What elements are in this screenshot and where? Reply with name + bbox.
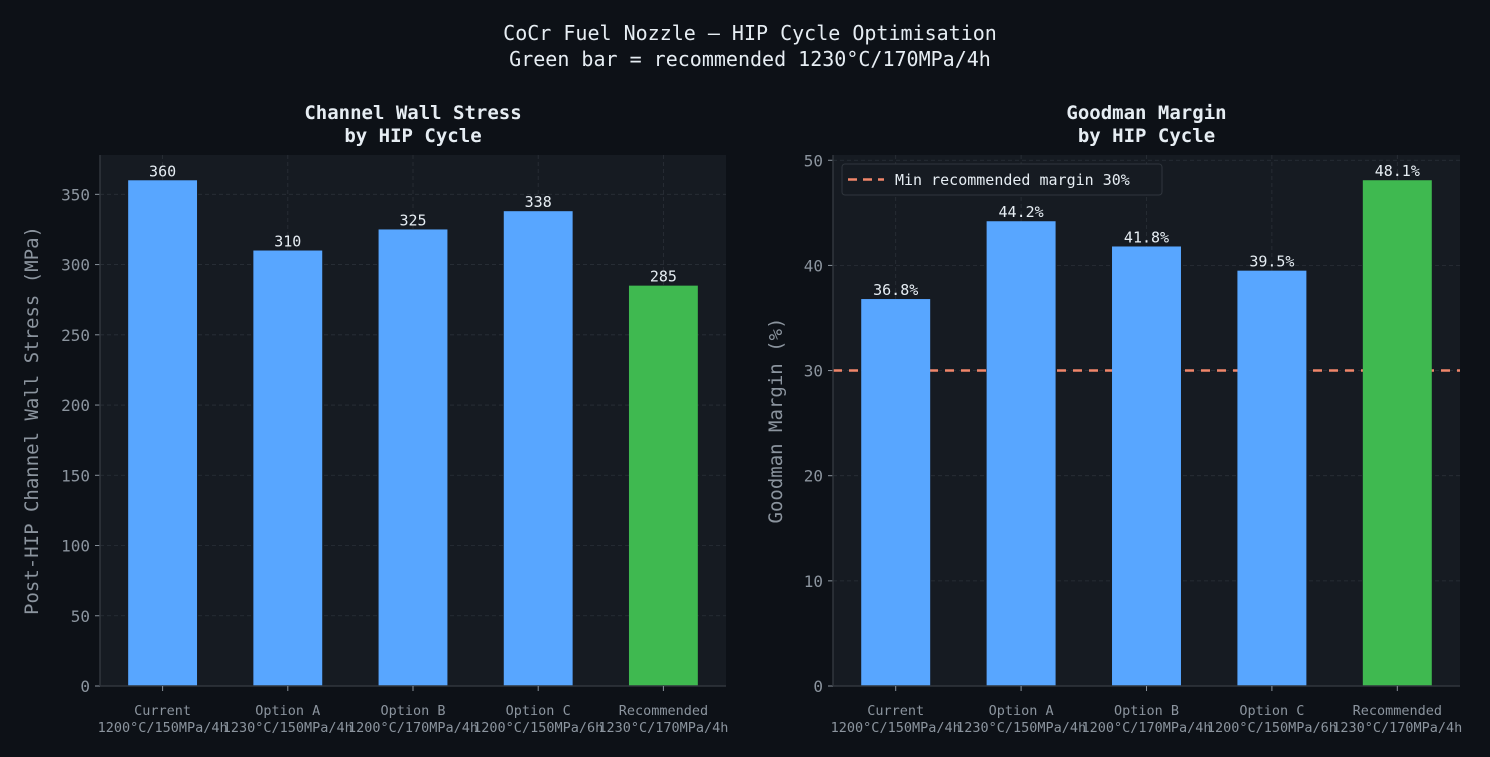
stress-x-tick-label-4: Recommended	[619, 703, 708, 719]
goodman-x-tick-params-1: 1230°C/150MPa/4h	[956, 720, 1086, 736]
goodman-value-label-0: 36.8%	[873, 281, 918, 299]
stress-x-tick-label-0: Current	[134, 703, 191, 719]
stress-y-tick-label-5: 250	[61, 326, 90, 345]
stress-y-tick-label-3: 150	[61, 466, 90, 485]
goodman-y-axis-label: Goodman Margin (%)	[765, 318, 787, 524]
stress-bar-0	[128, 180, 198, 687]
goodman-bar-0	[861, 299, 931, 686]
goodman-x-tick-label-3: Option C	[1239, 703, 1304, 719]
goodman-y-tick-label-2: 20	[804, 467, 823, 486]
goodman-y-tick-label-0: 0	[813, 677, 823, 696]
stress-x-tick-params-2: 1200°C/170MPa/4h	[348, 720, 478, 736]
stress-x-tick-label-2: Option B	[380, 703, 445, 719]
goodman-legend: Min recommended margin 30%	[841, 163, 1163, 196]
goodman-y-tick-label-5: 50	[804, 151, 823, 170]
goodman-bar-3	[1237, 270, 1307, 686]
stress-y-tick-label-7: 350	[61, 185, 90, 204]
stress-bar-4	[628, 285, 698, 686]
stress-value-label-1: 310	[274, 233, 301, 251]
stress-value-label-3: 338	[525, 193, 552, 211]
goodman-x-tick-label-2: Option B	[1114, 703, 1179, 719]
goodman-bar-2	[1112, 246, 1181, 687]
stress-chart-subtitle: by HIP Cycle	[344, 125, 481, 147]
goodman-x-tick-label-4: Recommended	[1353, 703, 1442, 719]
stress-x-tick-label-1: Option A	[255, 703, 320, 719]
stress-y-tick-label-6: 300	[61, 256, 90, 275]
goodman-x-tick-params-3: 1200°C/150MPa/6h	[1207, 720, 1337, 736]
figure-subtitle: Green bar = recommended 1230°C/170MPa/4h	[509, 47, 991, 71]
goodman-x-tick-label-0: Current	[867, 703, 924, 719]
goodman-value-label-4: 48.1%	[1375, 162, 1420, 180]
stress-x-tick-params-0: 1200°C/150MPa/4h	[98, 720, 228, 736]
stress-y-tick-label-1: 50	[71, 607, 90, 626]
goodman-y-tick-label-4: 40	[804, 256, 823, 275]
stress-x-tick-label-3: Option C	[506, 703, 571, 719]
stress-value-label-2: 325	[399, 211, 426, 229]
goodman-x-tick-params-0: 1200°C/150MPa/4h	[831, 720, 961, 736]
stress-bar-1	[253, 250, 323, 686]
goodman-chart-subtitle: by HIP Cycle	[1078, 125, 1215, 147]
goodman-legend-box	[841, 163, 1163, 196]
stress-bar-2	[378, 229, 448, 686]
goodman-x-tick-params-4: 1230°C/170MPa/4h	[1332, 720, 1462, 736]
goodman-y-tick-label-3: 30	[804, 362, 823, 381]
goodman-bar-4	[1362, 180, 1432, 686]
stress-x-tick-params-1: 1230°C/150MPa/4h	[223, 720, 353, 736]
stress-value-label-0: 360	[149, 162, 176, 180]
stress-value-label-4: 285	[650, 268, 677, 286]
goodman-value-label-2: 41.8%	[1124, 228, 1169, 246]
goodman-chart-title: Goodman Margin	[1066, 102, 1226, 124]
goodman-y-tick-label-1: 10	[804, 572, 823, 591]
stress-x-tick-params-4: 1230°C/170MPa/4h	[598, 720, 728, 736]
stress-y-tick-label-2: 100	[61, 537, 90, 556]
goodman-bar-1	[986, 221, 1056, 686]
goodman-value-label-3: 39.5%	[1249, 253, 1294, 271]
goodman-x-tick-params-2: 1200°C/170MPa/4h	[1081, 720, 1211, 736]
stress-y-tick-label-4: 200	[61, 396, 90, 415]
stress-bar-3	[503, 211, 573, 686]
stress-chart-title: Channel Wall Stress	[304, 102, 521, 124]
stress-y-tick-label-0: 0	[80, 677, 90, 696]
stress-y-axis-label: Post-HIP Channel Wall Stress (MPa)	[21, 226, 43, 615]
stress-x-tick-params-3: 1200°C/150MPa/6h	[473, 720, 603, 736]
goodman-x-tick-label-1: Option A	[989, 703, 1054, 719]
goodman-legend-label: Min recommended margin 30%	[895, 171, 1130, 189]
goodman-value-label-1: 44.2%	[999, 203, 1044, 221]
figure-title: CoCr Fuel Nozzle — HIP Cycle Optimisatio…	[503, 21, 997, 45]
